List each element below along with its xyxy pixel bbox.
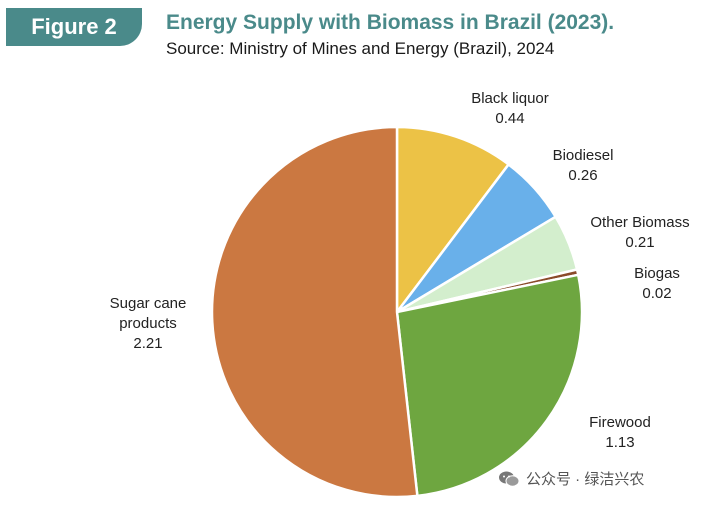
watermark-text: 公众号 · 绿洁兴农 <box>526 471 645 488</box>
legend-label-firewood: Firewood <box>589 414 651 431</box>
wechat-icon <box>499 471 520 487</box>
legend-label-biogas: Biogas <box>634 265 680 282</box>
legend-label-black-liquor: Black liquor <box>471 90 549 107</box>
data-label-other-biomass: 0.21 <box>625 234 654 251</box>
data-label-black-liquor: 0.44 <box>495 110 524 127</box>
pie-slice-firewood <box>395 273 584 498</box>
data-label-biogas: 0.02 <box>642 285 671 302</box>
legend-label-other-biomass: Other Biomass <box>590 214 689 231</box>
figure-badge: Figure 2 <box>6 8 142 46</box>
legend-label-biodiesel: Biodiesel <box>553 147 614 164</box>
watermark: 公众号 · 绿洁兴农 <box>498 468 644 489</box>
data-label-firewood: 1.13 <box>605 434 634 451</box>
pie-slice-black-liquor <box>395 125 510 314</box>
data-label-biodiesel: 0.26 <box>568 167 597 184</box>
data-label-sugar-cane-products: 2.21 <box>133 335 162 352</box>
pie-slice-sugar-cane-products <box>210 125 419 499</box>
chart-title: Energy Supply with Biomass in Brazil (20… <box>166 11 615 34</box>
legend-label-sugar-cane-products: products <box>119 315 177 332</box>
chart-source: Source: Ministry of Mines and Energy (Br… <box>166 39 555 58</box>
legend-label-sugar-cane-products: Sugar cane <box>110 295 187 312</box>
figure-badge-label: Figure 2 <box>31 14 117 39</box>
